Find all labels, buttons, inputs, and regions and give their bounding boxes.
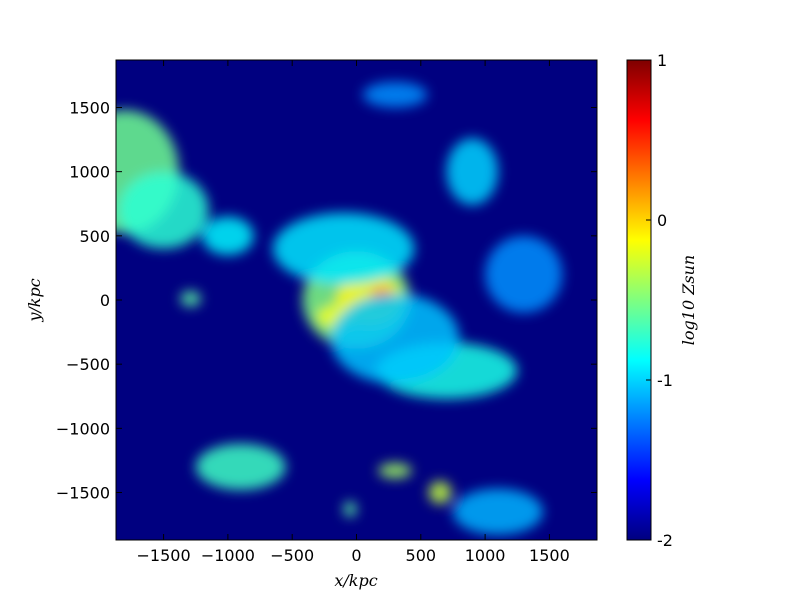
metallicity-region (446, 138, 498, 206)
y-tick-label: −500 (66, 355, 110, 374)
y-tick-label: −1500 (56, 484, 110, 503)
colorbar-ticks: 1 0 -1 -2 (646, 51, 673, 550)
metallicity-region (272, 212, 415, 285)
x-tick-label: −1000 (201, 546, 255, 565)
colorbar-label: log10 Zsun (679, 255, 698, 345)
colorbar-tick-label: 1 (657, 51, 667, 70)
y-tick-label: 1000 (69, 163, 110, 182)
metallicity-region (362, 81, 428, 108)
metallicity-region (180, 291, 201, 307)
y-tick-label: 1500 (69, 98, 110, 117)
x-tick-label: −500 (270, 546, 314, 565)
metallicity-region (330, 293, 460, 384)
y-tick-label: 500 (79, 227, 110, 246)
x-tick-label: −1500 (137, 546, 191, 565)
x-tick-label: 1500 (529, 546, 570, 565)
y-axis-ticks: 1500 1000 500 0 −500 −1000 −1500 (56, 98, 597, 503)
colorbar-tick-label: -1 (657, 371, 673, 390)
colorbar-tick-label: 0 (657, 211, 667, 230)
metallicity-region (452, 488, 543, 535)
metallicity-region (343, 501, 357, 517)
metallicity-region (485, 235, 563, 313)
x-tick-label: 1000 (465, 546, 506, 565)
metallicity-region (118, 171, 209, 249)
plot-area: −1500 −1000 −500 0 500 1000 1500 150010005000−… (56, 59, 598, 565)
x-tick-label: 500 (406, 546, 437, 565)
metallicity-region (428, 480, 452, 505)
metallicity-region (202, 216, 254, 256)
colorbar-gradient (626, 59, 652, 541)
x-axis-label: x/kpc (334, 571, 377, 590)
y-axis-label: y/kpc (25, 278, 44, 322)
metallicity-region (378, 462, 412, 479)
y-tick-label: 0 (100, 291, 110, 310)
x-axis-ticks: −1500 −1000 −500 0 500 1000 1500 (137, 60, 570, 565)
colorbar: 1 0 -1 -2 log10 Zsun (626, 51, 698, 550)
x-tick-label: 0 (351, 546, 361, 565)
metallicity-region (195, 443, 286, 490)
y-tick-label: −1000 (56, 419, 110, 438)
colorbar-tick-label: -2 (657, 531, 673, 550)
